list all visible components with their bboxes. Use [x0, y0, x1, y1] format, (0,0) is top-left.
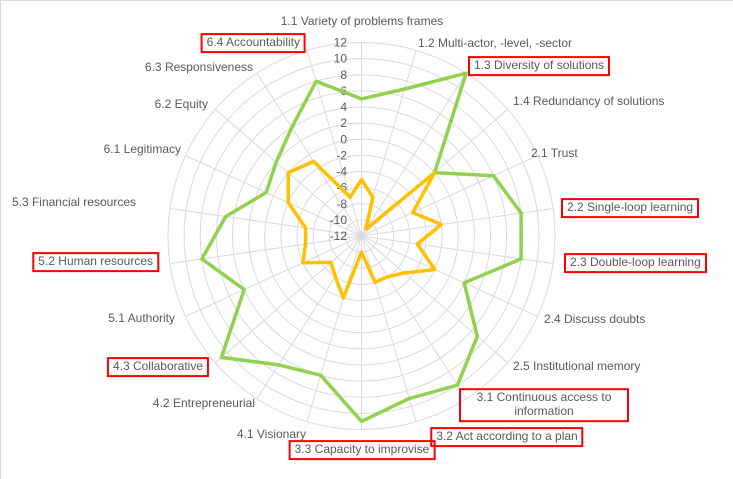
axis-tick-label: -2 [336, 148, 347, 162]
grid-spoke [256, 235, 362, 400]
grid-spoke [361, 235, 538, 317]
grid-spoke [185, 235, 362, 317]
grid-spoke [256, 72, 362, 237]
axis-tick-label: -8 [336, 197, 347, 211]
grid-spoke [306, 235, 362, 422]
axis-tick-label: 0 [340, 132, 347, 146]
axis-tick-label: -12 [330, 229, 348, 243]
grid-spoke [306, 50, 362, 237]
grid-spoke [214, 235, 362, 364]
series-orange-polygon [286, 159, 444, 300]
axis-tick-label: -10 [330, 213, 348, 227]
grid-spoke [361, 235, 417, 422]
axis-tick-label: 8 [340, 68, 347, 82]
grid-spoke [185, 155, 362, 237]
axis-tick-label: 12 [334, 36, 348, 50]
axis-tick-label: 10 [334, 52, 348, 66]
grid-spoke [361, 155, 538, 237]
axis-tick-label: -4 [336, 165, 347, 179]
grid-spoke [361, 235, 509, 364]
grid-spoke [361, 235, 467, 400]
grid-spoke [361, 72, 467, 237]
series-green-polygon [200, 71, 523, 424]
grid-spoke [169, 207, 362, 237]
axis-tick-label: 4 [340, 100, 347, 114]
axis-tick-label: 2 [340, 116, 347, 130]
